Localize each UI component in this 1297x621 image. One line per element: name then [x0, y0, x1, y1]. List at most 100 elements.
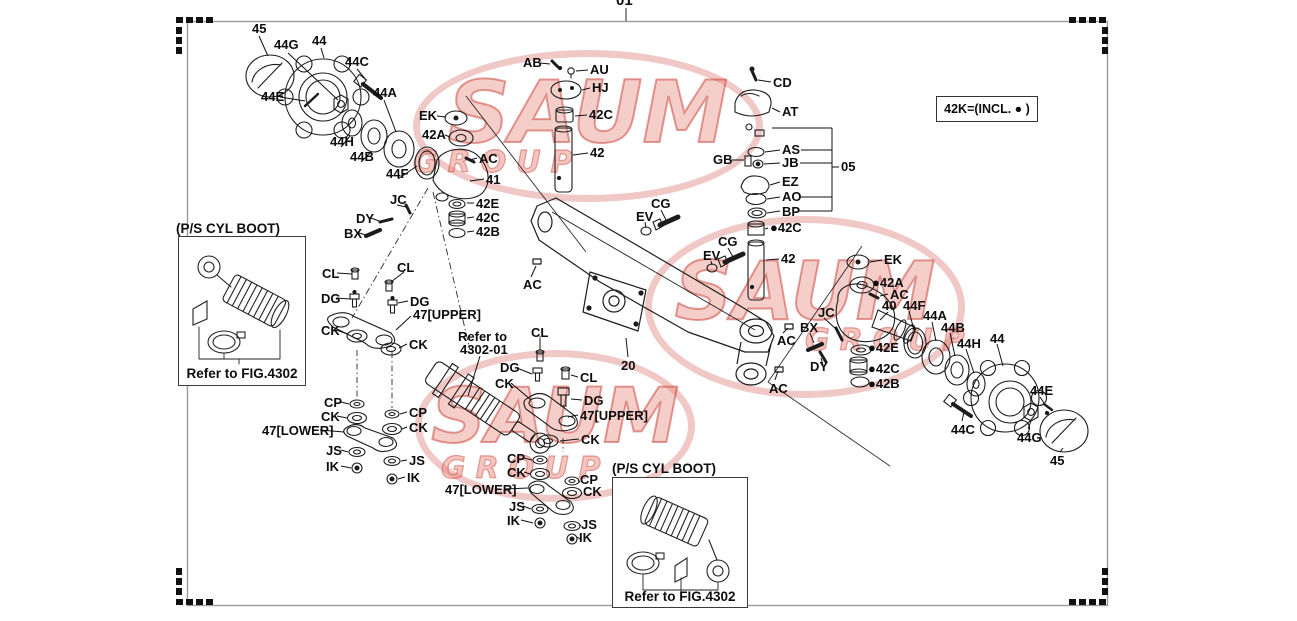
part-label-ac: AC: [777, 333, 796, 348]
part-label-44: 44: [312, 33, 327, 48]
part-label-05: 05: [841, 159, 856, 174]
part-label-as: AS: [782, 142, 801, 157]
part-label-cl: CL: [531, 325, 549, 340]
part-label-42a: ●42A: [872, 275, 904, 290]
part-label-42b: ●42B: [868, 376, 900, 391]
part-label-hj: HJ: [592, 80, 609, 95]
upper-link-parts-column: [734, 66, 772, 301]
part-label-ab: AB: [523, 55, 542, 70]
part-label-ac: AC: [523, 277, 542, 292]
part-label-js: JS: [509, 499, 525, 514]
boot-illustration-left: [192, 255, 290, 365]
part-label-ck: CK: [409, 420, 428, 435]
ps-cyl-boot-box-left: Refer to FIG.4302: [178, 236, 306, 386]
incl-note-box: 42K=(INCL. ● ): [936, 96, 1038, 122]
part-label-js: JS: [581, 517, 597, 532]
part-label-42: 42: [781, 251, 796, 266]
part-label-bx: BX: [344, 226, 363, 241]
part-label-40: 40: [882, 298, 897, 313]
part-label-44g: 44G: [274, 37, 299, 52]
part-label-cl: CL: [580, 370, 598, 385]
part-label-44b: 44B: [941, 320, 965, 335]
part-label-ek: EK: [884, 252, 903, 267]
corner-marks: [176, 17, 1108, 605]
steering-linkage-center: [523, 349, 578, 448]
part-label-cp: CP: [324, 395, 343, 410]
axle-beam: [530, 197, 794, 386]
part-label-ac: AC: [890, 287, 909, 302]
part-label-430201: 4302-01: [460, 342, 508, 357]
part-label-42e: 42E: [476, 196, 500, 211]
part-label-ck: CK: [495, 376, 514, 391]
ps-cyl-boot-box-bottom: Refer to FIG.4302: [612, 477, 748, 608]
part-label-42c: 42C: [476, 210, 500, 225]
part-label-44b: 44B: [350, 149, 374, 164]
part-label-jb: JB: [782, 155, 799, 170]
steering-linkage-left: [327, 267, 402, 356]
part-label-ik: IK: [507, 513, 520, 528]
part-label-42: 42: [590, 145, 605, 160]
left-steering-knuckle: [364, 110, 489, 239]
part-label-42c: ●42C: [868, 361, 900, 376]
part-label-cp: CP: [409, 405, 428, 420]
part-label-ik: IK: [407, 470, 420, 485]
part-label-44h: 44H: [330, 134, 354, 149]
part-label-ek: EK: [419, 108, 438, 123]
part-label-ck: CK: [409, 337, 428, 352]
part-label-42b: 42B: [476, 224, 500, 239]
part-label-gb: GB: [713, 152, 733, 167]
part-label-jc: JC: [390, 192, 407, 207]
page-number: 01: [616, 0, 633, 9]
king-pin-group-center: [550, 59, 582, 193]
part-label-dg: DG: [584, 393, 604, 408]
part-label-44h: 44H: [957, 336, 981, 351]
part-label-ac: AC: [479, 151, 498, 166]
power-steering-cylinder: [425, 361, 551, 454]
boot-box-bottom-caption: Refer to FIG.4302: [624, 589, 736, 604]
left-hub-assembly: [245, 54, 440, 180]
part-label-js: JS: [326, 443, 342, 458]
part-label-ez: EZ: [782, 174, 799, 189]
part-label-ck: CK: [581, 432, 600, 447]
part-label-bp: BP: [782, 204, 801, 219]
boot-box-left-caption: Refer to FIG.4302: [186, 366, 298, 381]
part-label-44f: 44F: [386, 166, 409, 181]
part-label-41: 41: [486, 172, 501, 187]
part-label-42a: 42A: [422, 127, 446, 142]
part-label-47upper: 47[UPPER]: [580, 408, 648, 423]
part-label-at: AT: [782, 104, 799, 119]
leader-lines: [258, 35, 1064, 540]
part-label-js: JS: [409, 453, 425, 468]
part-label-ik: IK: [579, 530, 592, 545]
part-label-42c: 42C: [589, 107, 613, 122]
part-label-cl: CL: [322, 266, 340, 281]
part-label-44f: 44F: [903, 298, 926, 313]
part-label-referto: Refer to: [458, 329, 508, 344]
part-label-ck: CK: [507, 465, 526, 480]
assembly-axis-lines: [351, 95, 891, 467]
part-label-44g: 44G: [1017, 430, 1042, 445]
part-label-bx: BX: [800, 320, 819, 335]
part-label-47lower: 47[LOWER]: [262, 423, 334, 438]
part-label-ik: IK: [326, 459, 339, 474]
part-label-47lower: 47[LOWER]: [445, 482, 517, 497]
part-label-ao: AO: [782, 189, 802, 204]
part-label-dg: DG: [321, 291, 341, 306]
part-label-20: 20: [621, 358, 636, 373]
part-label-cg: CG: [651, 196, 671, 211]
tie-rod-washer-stacks: [343, 399, 583, 545]
part-label-ck: CK: [583, 484, 602, 499]
part-label-dg: DG: [500, 360, 520, 375]
boot-illustration-bottom: [626, 495, 730, 596]
part-label-ev: EV: [703, 248, 721, 263]
part-label-44a: 44A: [373, 85, 397, 100]
right-steering-knuckle: [806, 254, 917, 388]
boot-box-bottom-title: (P/S CYL BOOT): [612, 461, 717, 476]
part-label-cg: CG: [718, 234, 738, 249]
part-label-dg: DG: [410, 294, 430, 309]
part-label-ck: CK: [321, 323, 340, 338]
part-label-47upper: 47[UPPER]: [413, 307, 481, 322]
part-label-cl: CL: [397, 260, 415, 275]
